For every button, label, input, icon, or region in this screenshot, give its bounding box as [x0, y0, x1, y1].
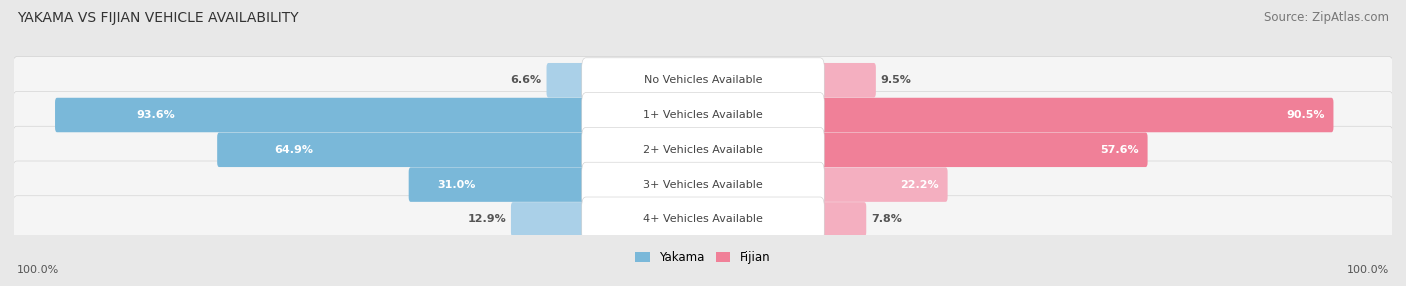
Text: 6.6%: 6.6%: [510, 75, 541, 85]
Text: 12.9%: 12.9%: [467, 214, 506, 225]
Text: 57.6%: 57.6%: [1099, 145, 1139, 155]
FancyBboxPatch shape: [13, 126, 1393, 173]
Text: 93.6%: 93.6%: [136, 110, 176, 120]
FancyBboxPatch shape: [13, 161, 1393, 208]
Text: YAKAMA VS FIJIAN VEHICLE AVAILABILITY: YAKAMA VS FIJIAN VEHICLE AVAILABILITY: [17, 11, 298, 25]
FancyBboxPatch shape: [582, 162, 824, 207]
FancyBboxPatch shape: [818, 133, 1147, 167]
FancyBboxPatch shape: [582, 197, 824, 242]
FancyBboxPatch shape: [13, 196, 1393, 243]
Text: 22.2%: 22.2%: [900, 180, 939, 190]
Text: 2+ Vehicles Available: 2+ Vehicles Available: [643, 145, 763, 155]
Legend: Yakama, Fijian: Yakama, Fijian: [631, 247, 775, 269]
FancyBboxPatch shape: [13, 57, 1393, 104]
FancyBboxPatch shape: [547, 63, 588, 98]
FancyBboxPatch shape: [818, 167, 948, 202]
Text: 1+ Vehicles Available: 1+ Vehicles Available: [643, 110, 763, 120]
FancyBboxPatch shape: [582, 128, 824, 172]
FancyBboxPatch shape: [818, 98, 1333, 132]
Text: Source: ZipAtlas.com: Source: ZipAtlas.com: [1264, 11, 1389, 24]
Text: 7.8%: 7.8%: [872, 214, 901, 225]
Text: 90.5%: 90.5%: [1286, 110, 1324, 120]
Text: 100.0%: 100.0%: [1347, 265, 1389, 275]
FancyBboxPatch shape: [818, 202, 866, 237]
FancyBboxPatch shape: [13, 92, 1393, 139]
Text: 100.0%: 100.0%: [17, 265, 59, 275]
Text: No Vehicles Available: No Vehicles Available: [644, 75, 762, 85]
FancyBboxPatch shape: [582, 93, 824, 137]
Text: 31.0%: 31.0%: [437, 180, 475, 190]
Text: 4+ Vehicles Available: 4+ Vehicles Available: [643, 214, 763, 225]
Text: 3+ Vehicles Available: 3+ Vehicles Available: [643, 180, 763, 190]
FancyBboxPatch shape: [55, 98, 588, 132]
Text: 9.5%: 9.5%: [880, 75, 911, 85]
FancyBboxPatch shape: [217, 133, 588, 167]
FancyBboxPatch shape: [818, 63, 876, 98]
FancyBboxPatch shape: [582, 58, 824, 103]
FancyBboxPatch shape: [409, 167, 588, 202]
Text: 64.9%: 64.9%: [274, 145, 314, 155]
FancyBboxPatch shape: [510, 202, 588, 237]
